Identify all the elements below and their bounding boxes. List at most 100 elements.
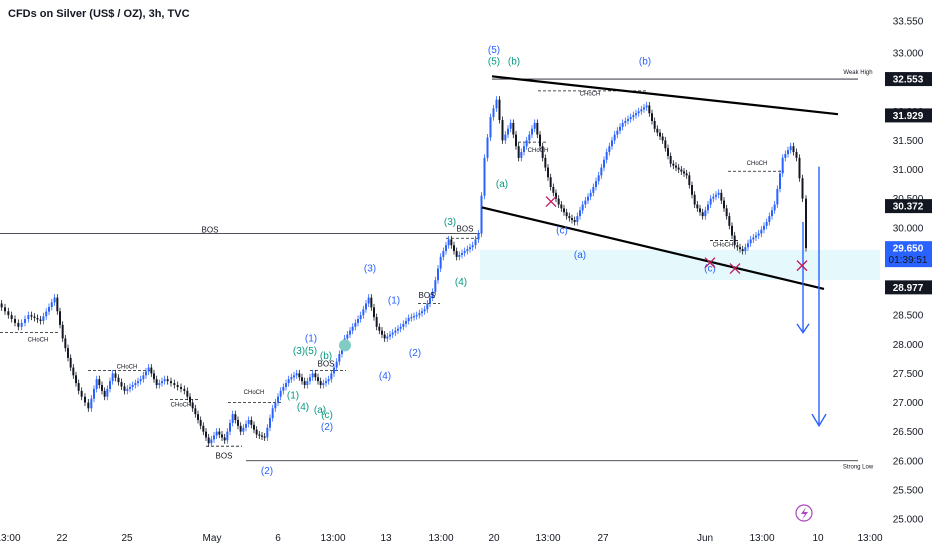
candle-body xyxy=(704,210,707,217)
candle-body xyxy=(651,113,653,121)
candle-body xyxy=(59,311,61,325)
candle-body xyxy=(50,302,53,307)
candle-body xyxy=(798,157,801,179)
price-axis[interactable]: 33.55033.00032.50032.00031.50031.00030.5… xyxy=(885,17,932,526)
candle-body xyxy=(36,318,39,320)
candle-body xyxy=(474,239,477,246)
candle-body xyxy=(466,249,469,252)
candle-body xyxy=(106,388,109,397)
candle-body xyxy=(247,419,250,424)
candle-body xyxy=(317,377,319,382)
candle-body xyxy=(126,388,129,391)
candle-body xyxy=(290,377,293,380)
candle-body xyxy=(471,245,474,248)
candle-body xyxy=(285,383,287,387)
candle-body xyxy=(621,122,624,127)
time-axis[interactable]: 13:00 22 25 May 6 13:00 13 13:00 20 13:00 27 Jun 13:… xyxy=(0,533,883,544)
x-tick-label: Jun xyxy=(697,533,713,544)
candle-body xyxy=(635,113,637,116)
candle-body xyxy=(207,437,210,444)
candle-body xyxy=(245,423,247,428)
candle-body xyxy=(592,187,595,193)
y-tick-label: 27.000 xyxy=(893,398,924,409)
candle-body xyxy=(183,388,186,391)
candle-body xyxy=(765,221,768,226)
candle-body xyxy=(229,422,231,432)
candle-body xyxy=(266,427,269,438)
trend-lines xyxy=(481,75,839,428)
candle-body xyxy=(784,153,787,158)
wave-label: (a) xyxy=(574,250,586,261)
candle-body xyxy=(677,167,680,170)
candle-body xyxy=(463,251,466,254)
candle-body xyxy=(322,383,325,386)
candle-body xyxy=(80,390,83,397)
candle-body xyxy=(659,132,661,137)
candle-body xyxy=(386,336,389,339)
wave-label: (4) xyxy=(455,277,467,288)
candle-body xyxy=(549,177,552,187)
candle-body xyxy=(147,367,150,372)
candle-body xyxy=(731,225,733,236)
candle-body xyxy=(61,324,64,339)
horizontal-levels xyxy=(0,78,858,462)
candle-body xyxy=(669,155,672,164)
candle-body xyxy=(426,303,429,310)
candle-body xyxy=(616,130,619,135)
candle-body xyxy=(87,402,90,409)
candle-body xyxy=(114,373,117,378)
candle-body xyxy=(293,375,295,378)
candle-body xyxy=(691,185,693,195)
lightning-icon[interactable] xyxy=(795,504,813,522)
candle-body xyxy=(736,245,739,248)
candle-body xyxy=(123,386,126,391)
wave-label: (b) xyxy=(508,57,520,68)
candle-body xyxy=(547,167,549,178)
candle-body xyxy=(213,435,215,440)
candle-body xyxy=(437,268,439,281)
y-tick-label: 26.500 xyxy=(893,427,924,438)
candle-body xyxy=(773,204,776,211)
structure-label: CHoCH xyxy=(580,92,601,98)
candle-body xyxy=(501,120,504,141)
candle-body xyxy=(306,381,309,386)
candle-body xyxy=(720,192,723,201)
candle-body xyxy=(752,237,755,240)
candle-body xyxy=(298,373,301,378)
candle-body xyxy=(640,109,643,112)
candle-body xyxy=(319,381,322,386)
arrow-short-head xyxy=(796,323,810,334)
candle-body xyxy=(520,152,523,158)
candle-body xyxy=(776,188,779,205)
y-tick-label: 27.500 xyxy=(893,369,924,380)
candle-body xyxy=(155,379,158,386)
x-tick-label: May xyxy=(203,533,222,544)
candle-body xyxy=(544,157,547,168)
candle-body xyxy=(354,322,357,327)
candle-body xyxy=(477,233,480,240)
candle-body xyxy=(571,218,573,221)
candle-body xyxy=(145,371,147,376)
y-tick-label: 33.000 xyxy=(893,49,924,60)
candle-body xyxy=(608,146,611,153)
candle-body xyxy=(787,150,789,154)
candle-body xyxy=(7,311,10,316)
price-label: 29.650 xyxy=(893,244,924,255)
candle-body xyxy=(531,128,533,135)
candle-body xyxy=(295,373,298,376)
candle-body xyxy=(139,379,142,382)
candle-body xyxy=(253,424,255,430)
candle-body xyxy=(170,381,172,384)
candle-body xyxy=(648,105,651,114)
candle-body xyxy=(717,192,720,195)
candle-body xyxy=(560,204,563,209)
candle-body xyxy=(723,200,725,209)
candle-body xyxy=(600,167,603,176)
x-marker xyxy=(796,260,808,272)
candle-body xyxy=(365,303,367,310)
x-tick-label: 13:00 xyxy=(857,533,882,544)
candle-body xyxy=(199,419,202,426)
candle-body xyxy=(191,402,194,409)
candle-body xyxy=(56,297,59,312)
